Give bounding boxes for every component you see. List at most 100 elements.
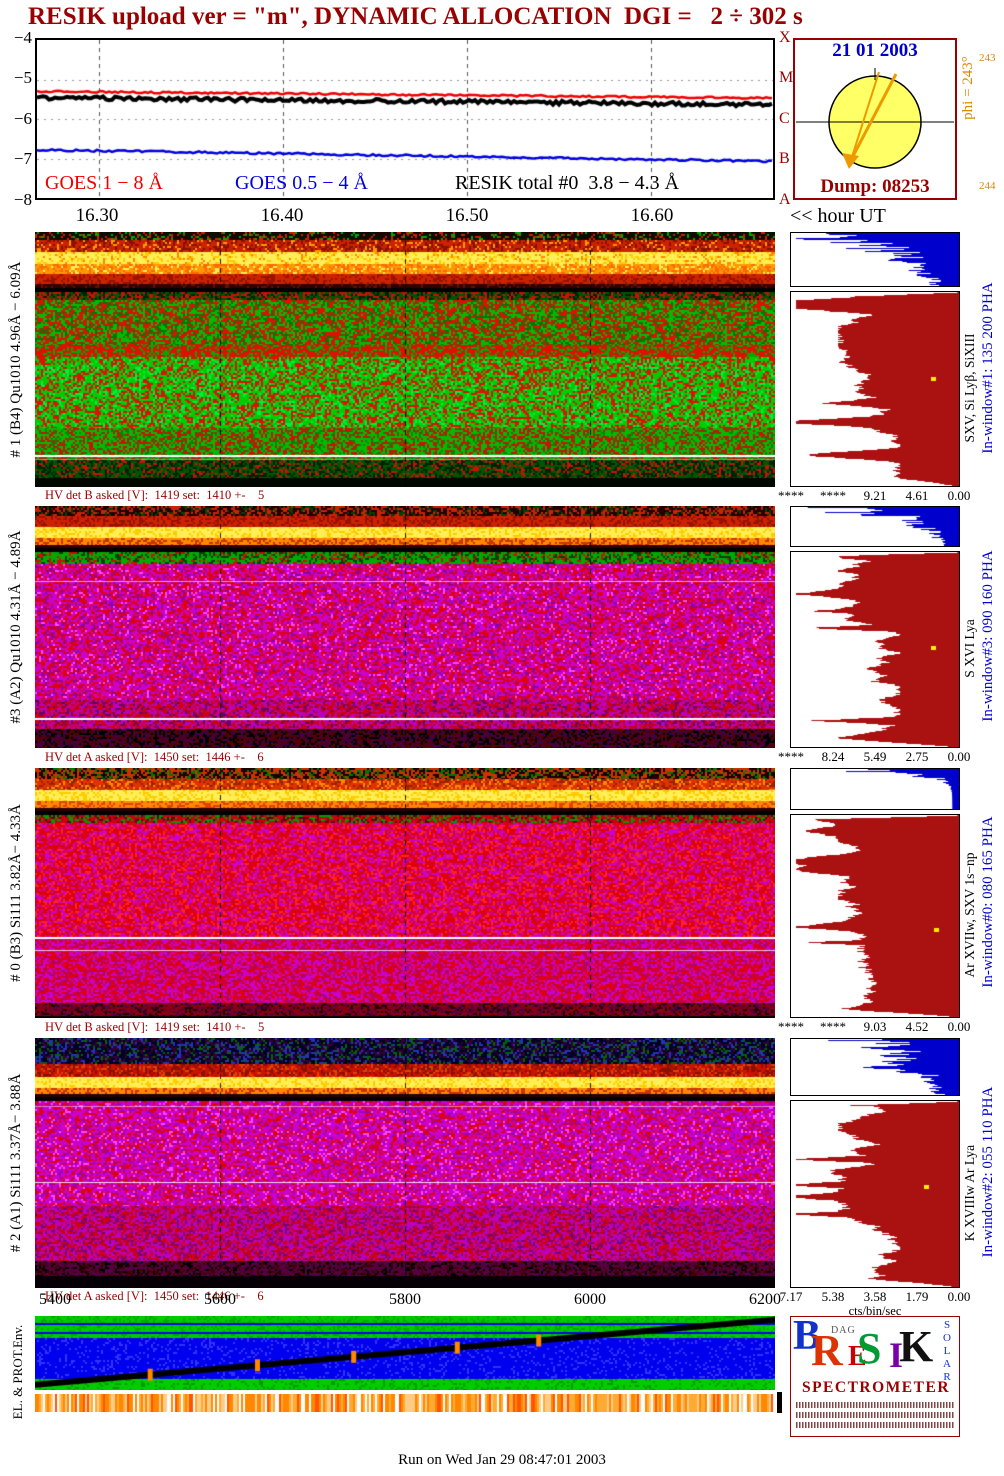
logo-fineprint-line [796,1402,954,1408]
logo-small-text: DAG [831,1325,856,1336]
spectral-line-label: Ar XVIIw, SXV 1s−np [962,852,977,978]
panel-left-label: # 0 (B3) Si111 3.82Å− 4.33Å [8,804,24,982]
observation-date: 21 01 2003 [832,40,918,61]
hist-tick: 0.00 [947,488,971,503]
logo-letter: K [899,1322,934,1371]
pha-in-window-hist-canvas [790,551,960,748]
dgi-tick: 6200 [749,1291,781,1308]
logo-spectrometer-label: SPECTROMETER [801,1379,951,1396]
dgi-tick: 5600 [204,1291,236,1308]
histogram-axis-ticks: 7.17 5.38 3.58 1.79 0.00 [770,1289,980,1305]
in-window-label: In-window#3: 090 160 PHA [980,550,996,722]
spectral-line-label: SXV, Si Lyβ, SiXIII [962,333,977,443]
hist-tick: 5.49 [863,749,887,764]
hist-tick: 5.38 [821,1289,845,1304]
logo-fineprint-line [796,1422,954,1428]
spectrogram-canvas [35,232,775,487]
logo-side-text: SOLAR [941,1319,953,1384]
goes-class-letter: M [779,69,794,86]
logo-fineprint-line [796,1412,954,1418]
hist-tick: 8.24 [821,749,845,764]
panel-left-label: # 2 (A1) Si111 3.37Å− 3.88Å [8,1073,24,1253]
hist-tick: 0.00 [947,1019,971,1034]
hour-tick: 16.40 [260,205,304,226]
histogram-axis-ticks: **** **** 9.03 4.52 0.00 [770,1019,980,1035]
in-window-label: In-window#2: 055 110 PHA [980,1086,996,1258]
hist-tick: 4.61 [905,488,929,503]
dgi-tick: 5400 [39,1291,71,1308]
spectrogram-canvas [35,506,775,748]
goes-y-tick: −4 [13,28,32,47]
pha-out-window-hist-canvas [790,1038,960,1096]
goes-y-tick: −6 [13,109,32,128]
pha-out-window-hist-canvas [790,768,960,810]
run-timestamp: Run on Wed Jan 29 08:47:01 2003 [398,1452,606,1468]
histogram-axis-ticks: **** 8.24 5.49 2.75 0.00 [770,749,980,765]
hour-tick: 16.60 [630,205,674,226]
strip-end-marker [777,1392,782,1413]
solar-p-angle-arrow-icon [842,71,898,169]
hv-setting-text: HV det A asked [V]: 1450 set: 1446 +- 6 [45,1289,264,1303]
electron-proton-env-canvas [35,1316,775,1390]
logo-letter: E [848,1341,867,1372]
hour-tick: 16.50 [445,205,489,226]
hist-tick: 0.00 [947,749,971,764]
panel-left-label: # 1 (B4) Qu1010 4.96Å − 6.09Å [8,261,24,458]
hour-tick: 16.30 [75,205,119,226]
solar-info-box [793,38,957,200]
env-intensity-strip-canvas [35,1394,775,1412]
hist-tick: 2.75 [905,749,929,764]
goes-class-letter: B [779,150,790,167]
spectrogram-canvas [35,1038,775,1288]
spectral-line-label: K XVIIIw Ar Lya [962,1144,977,1242]
goes-class-letter: A [779,191,791,208]
legend-resik-total: RESIK total #0 3.8 − 4.3 Å [455,172,680,194]
resik-logo: B DAG R E S I K SOLAR SPECTROMETER [790,1316,960,1437]
hour-ut-axis-label: << hour UT [790,205,886,227]
pha-out-window-hist-canvas [790,506,960,547]
logo-letter: I [889,1335,904,1375]
dump-number: Dump: 08253 [820,176,930,197]
page-title: RESIK upload ver = "m", DYNAMIC ALLOCATI… [28,3,803,30]
hist-tick: 1.79 [905,1289,929,1304]
goes-flux-plot-canvas [35,38,775,200]
hv-setting-text: HV det A asked [V]: 1450 set: 1446 +- 6 [45,750,264,764]
legend-goes-1-8: GOES 1 − 8 Å [45,172,163,194]
spectral-line-label: S XVI Lya [962,619,977,678]
hist-tick: 4.52 [905,1019,929,1034]
dump-range-top: 243 [979,52,996,64]
hist-tick: 3.58 [863,1289,887,1304]
histogram-axis-ticks: **** **** 9.21 4.61 0.00 [770,488,980,504]
hist-tick: 0.00 [947,1289,971,1304]
goes-y-tick: −5 [13,68,32,87]
hv-setting-text: HV det B asked [V]: 1419 set: 1410 +- 5 [45,1020,265,1034]
cts-units-label: cts/bin/sec [848,1304,902,1318]
legend-goes-05-4: GOES 0.5 − 4 Å [235,172,368,194]
env-panel-label: EL. & PROT.Env. [10,1324,25,1420]
hist-tick: **** [778,1019,804,1034]
goes-class-letter: X [779,29,791,46]
sun-disk-icon [796,68,954,169]
in-window-label: In-window#1: 135 200 PHA [980,282,996,454]
pha-in-window-hist-canvas [790,1100,960,1288]
goes-y-tick: −8 [13,190,32,209]
hist-tick: 9.21 [863,488,887,503]
hist-tick: **** [820,488,846,503]
dgi-tick: 5800 [389,1291,421,1308]
dgi-tick: 6000 [574,1291,606,1308]
hist-tick: **** [778,488,804,503]
dump-range-bottom: 244 [979,180,996,192]
hist-tick: 7.17 [779,1289,803,1304]
pha-in-window-hist-canvas [790,291,960,487]
phi-angle-label: phi = 243° [960,56,976,120]
hist-tick: **** [778,749,804,764]
pha-out-window-hist-canvas [790,232,960,287]
goes-y-tick: −7 [13,149,32,168]
in-window-label: In-window#0: 080 165 PHA [980,816,996,988]
spectrogram-canvas [35,768,775,1018]
hist-tick: **** [820,1019,846,1034]
logo-letter: S [857,1324,882,1373]
panel-left-label: #3 (A2) Qu1010 4.31Å − 4.89Å [8,530,24,724]
logo-letter: B [793,1316,822,1359]
